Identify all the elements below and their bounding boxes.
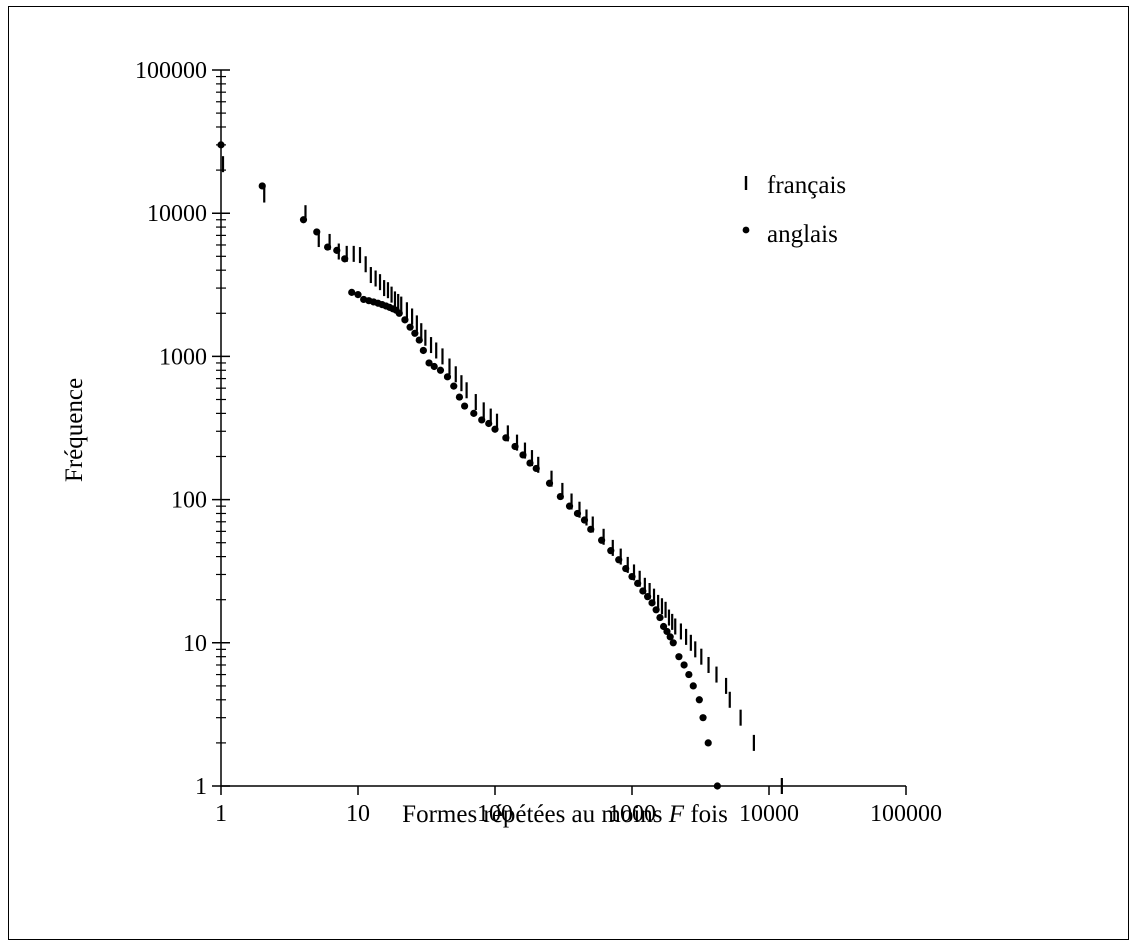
point-anglais (430, 362, 438, 371)
y-tick-label: 1000 (159, 344, 207, 370)
point-anglais (415, 336, 423, 344)
y-tick-label: 100000 (135, 58, 207, 84)
point-anglais (713, 782, 721, 790)
point-anglais (333, 246, 341, 254)
point-anglais (470, 409, 478, 417)
point-anglais (580, 516, 589, 524)
point-anglais (675, 653, 683, 661)
series-anglais (217, 141, 721, 790)
point-anglais (411, 329, 419, 337)
point-anglais (406, 323, 414, 331)
legend: français anglais (742, 172, 846, 248)
legend-label-anglais: anglais (767, 221, 838, 248)
y-axis-title: Fréquence (61, 378, 88, 482)
x-axis-major-ticks (220, 786, 907, 795)
point-anglais (526, 459, 534, 467)
y-tick-labels: 1 10 100 1000 10000 100000 (135, 58, 207, 800)
y-tick-label: 100 (171, 488, 207, 514)
point-anglais (704, 739, 712, 747)
point-anglais (634, 579, 642, 587)
point-anglais (689, 682, 697, 690)
point-anglais (502, 434, 510, 442)
point-anglais (485, 419, 493, 428)
y-tick-label: 1 (195, 774, 207, 800)
legend-label-francais: français (767, 172, 846, 199)
point-anglais (663, 627, 671, 636)
point-anglais (313, 228, 321, 236)
x-tick-label: 100 (477, 801, 513, 827)
point-anglais (401, 316, 409, 324)
point-anglais (648, 599, 656, 607)
point-anglais (478, 416, 486, 424)
point-anglais (695, 696, 703, 704)
x-tick-labels: 1 10 100 1000 10000 100000 (215, 801, 942, 827)
point-anglais (461, 402, 469, 410)
y-tick-label: 10 (183, 631, 207, 657)
point-anglais (443, 373, 452, 381)
point-anglais (425, 359, 433, 367)
point-anglais (565, 502, 574, 510)
x-tick-label: 100000 (870, 801, 942, 827)
point-anglais (607, 547, 615, 555)
point-anglais (519, 451, 527, 459)
point-anglais (587, 525, 595, 533)
x-tick-label: 10 (346, 801, 370, 827)
point-anglais (354, 291, 362, 299)
point-anglais (324, 243, 332, 251)
point-anglais (652, 606, 660, 614)
point-anglais (491, 425, 499, 433)
point-anglais (666, 633, 674, 641)
point-anglais (395, 309, 403, 317)
point-anglais (450, 382, 458, 390)
point-anglais (598, 536, 606, 544)
point-anglais (573, 509, 582, 518)
legend-marker-anglais (742, 226, 750, 234)
x-axis-title-part2: fois (684, 801, 728, 828)
point-anglais (680, 661, 688, 669)
point-anglais (299, 216, 308, 224)
point-anglais (628, 572, 636, 581)
x-tick-label: 1 (215, 801, 227, 827)
point-anglais (639, 587, 647, 595)
point-anglais (455, 393, 464, 401)
x-axis-title-part1: Formes répétées au moins (402, 801, 669, 828)
point-anglais (644, 593, 652, 601)
point-anglais (545, 479, 554, 487)
point-anglais (348, 288, 356, 296)
x-axis-title: Formes répétées au moins F fois (402, 801, 728, 828)
point-anglais (341, 255, 349, 263)
point-anglais (217, 141, 225, 149)
x-tick-label: 10000 (739, 801, 799, 827)
y-tick-label: 10000 (147, 201, 207, 227)
point-anglais (532, 464, 540, 473)
point-anglais (511, 442, 519, 451)
point-anglais (656, 613, 664, 622)
point-anglais (436, 366, 445, 374)
point-anglais (622, 564, 630, 573)
point-anglais (685, 670, 693, 679)
point-anglais (669, 639, 677, 647)
x-tick-label: 1000 (608, 801, 656, 827)
point-anglais (699, 714, 707, 722)
x-axis-title-variable: F (668, 801, 685, 828)
point-anglais (258, 182, 266, 190)
chart-frame (8, 6, 1129, 940)
point-anglais (615, 556, 623, 564)
point-anglais (556, 492, 564, 501)
point-anglais (419, 346, 427, 355)
